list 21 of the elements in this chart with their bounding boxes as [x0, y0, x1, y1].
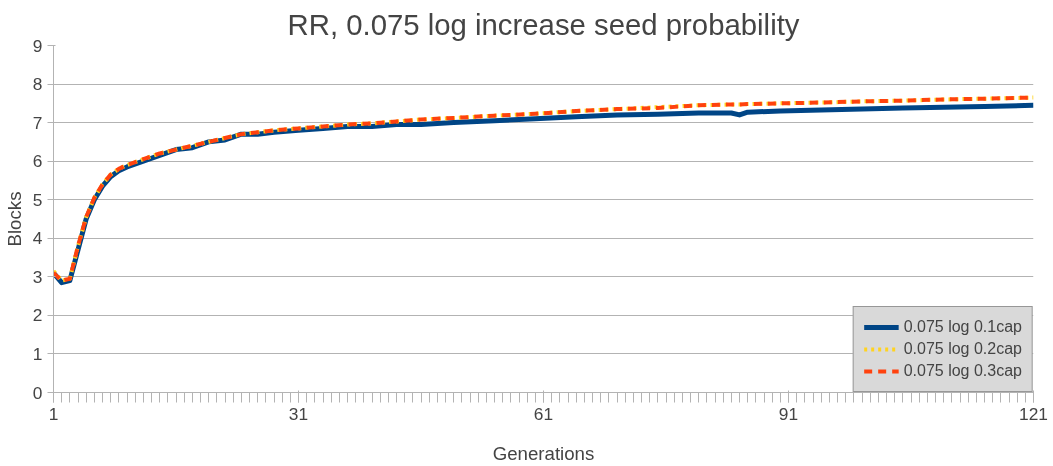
x-tick-label: 91 [778, 403, 799, 424]
x-axis-title: Generations [492, 442, 595, 464]
chart-title: RR, 0.075 log increase seed probability [287, 7, 800, 41]
y-tick-label: 5 [32, 189, 43, 210]
y-tick-label: 4 [32, 228, 43, 249]
x-tick-label: 61 [533, 403, 554, 424]
legend-label: 0.075 log 0.1cap [903, 318, 1022, 336]
y-tick-label: 9 [32, 35, 43, 56]
x-tick-label: 121 [1019, 403, 1048, 424]
y-tick-label: 6 [32, 151, 43, 172]
y-tick-label: 2 [32, 305, 43, 326]
x-tick-label: 1 [48, 403, 59, 424]
legend-label: 0.075 log 0.3cap [903, 362, 1022, 380]
y-axis-title: Blocks [3, 191, 25, 247]
y-tick-label: 7 [32, 112, 43, 133]
legend-label: 0.075 log 0.2cap [903, 340, 1022, 358]
y-tick-label: 3 [32, 266, 43, 287]
y-tick-label: 1 [32, 343, 43, 364]
y-tick-label: 8 [32, 74, 43, 95]
x-tick-label: 31 [288, 403, 309, 424]
y-tick-label: 0 [32, 382, 43, 403]
